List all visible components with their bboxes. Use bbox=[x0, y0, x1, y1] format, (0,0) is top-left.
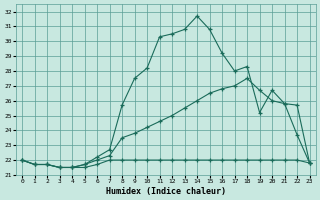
X-axis label: Humidex (Indice chaleur): Humidex (Indice chaleur) bbox=[106, 187, 226, 196]
